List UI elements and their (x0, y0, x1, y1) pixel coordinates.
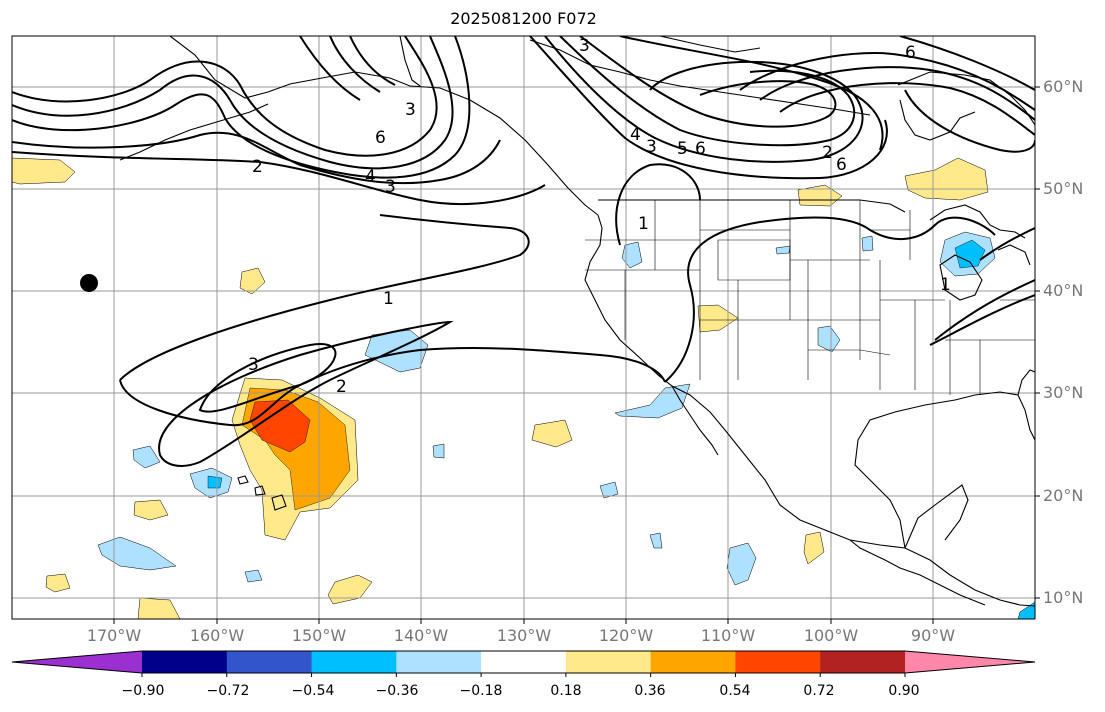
colorbar-tick-label: 0.36 (634, 683, 666, 699)
fill-positive-region (239, 267, 266, 295)
contour-label: 6 (905, 43, 916, 63)
map-title: 2025081200 F072 (450, 9, 597, 28)
contour-label: 6 (836, 155, 847, 175)
colorbar-tick-label: −0.36 (375, 683, 419, 699)
colorbar-tick-label: −0.90 (121, 683, 165, 699)
contour-label: 6 (695, 139, 706, 159)
colorbar-segment (12, 651, 142, 673)
lon-label: 90°W (910, 626, 956, 645)
contour-label: 2 (252, 157, 263, 177)
colorbar-tick-label: 0.72 (803, 683, 835, 699)
colorbar-segment (311, 651, 397, 673)
contour-label: 5 (677, 139, 688, 159)
fill-positive-region (12, 157, 76, 185)
lat-label: 60°N (1043, 77, 1084, 96)
fill-negative-region (621, 241, 643, 269)
colorbar-tick-label: 0.18 (550, 683, 582, 699)
lon-label: 100°W (803, 626, 859, 645)
graticule (12, 36, 1035, 619)
contour-label: 3 (405, 100, 416, 120)
fill-positive-region (803, 531, 825, 565)
lon-ticks (113, 619, 934, 624)
fill-negative-region (599, 481, 619, 499)
fill-negative-region (861, 235, 874, 252)
fill-negative-region (97, 536, 177, 571)
lon-label: 130°W (496, 626, 552, 645)
coastlines (119, 36, 1035, 607)
contour-label: 4 (630, 125, 641, 145)
colorbar-segment (735, 651, 821, 673)
fill-negative-region (132, 445, 161, 469)
contour-label: 3 (579, 36, 590, 56)
state-borders (585, 200, 1035, 395)
contour-label: 3 (646, 137, 657, 157)
contour-label: 1 (940, 275, 951, 295)
lon-label: 150°W (291, 626, 347, 645)
lat-label: 10°N (1043, 588, 1084, 607)
lon-label: 110°W (700, 626, 756, 645)
fill-positive-region (531, 419, 573, 448)
colorbar-tick-label: 0.54 (719, 683, 751, 699)
colorbar-segment (226, 651, 313, 673)
contour-label: 3 (248, 355, 259, 375)
contour-label: 2 (822, 143, 833, 163)
fill-positive-region (133, 499, 169, 521)
fill-negative-region (432, 443, 445, 459)
colorbar-tick-label: −0.18 (459, 683, 503, 699)
contour-label: 6 (375, 128, 386, 148)
contour-label: 4 (365, 167, 376, 187)
fill-negative-region (817, 325, 841, 353)
colorbar-segment (650, 651, 736, 673)
colorbar-segment (396, 651, 482, 673)
fill-negative-region (244, 569, 263, 583)
colorbar-segment (481, 651, 567, 673)
colorbar-segment (565, 651, 652, 673)
colorbar-segment (820, 651, 906, 673)
contour-label: 1 (383, 289, 394, 309)
colorbar-tick-label: −0.72 (206, 683, 250, 699)
contour-labels: 3 6 3 6 2 4 3 4 3 5 6 2 6 1 1 1 3 2 (248, 36, 951, 397)
lon-label: 120°W (598, 626, 654, 645)
lat-label: 20°N (1043, 486, 1084, 505)
fill-negative-region (726, 542, 757, 586)
lat-label: 50°N (1043, 179, 1084, 198)
lat-ticks (1035, 86, 1040, 599)
lon-label: 160°W (189, 626, 245, 645)
lon-label: 170°W (86, 626, 142, 645)
fill-positive-region (137, 597, 181, 619)
contour-label: 2 (336, 377, 347, 397)
fill-negative-region (775, 245, 791, 255)
contour-label: 3 (385, 177, 396, 197)
colorbar (11, 650, 1036, 677)
contours (12, 36, 1035, 467)
lon-label: 140°W (393, 626, 449, 645)
colorbar-segment (905, 651, 1035, 673)
lat-label: 40°N (1043, 281, 1084, 300)
fill-negative-region (649, 532, 663, 549)
colorbar-tick-label: −0.54 (291, 683, 335, 699)
colorbar-segment (142, 651, 228, 673)
contour-label: 1 (638, 214, 649, 234)
fill-positive-region (45, 573, 71, 593)
colorbar-tick-label: 0.90 (888, 683, 920, 699)
station-marker (80, 274, 98, 292)
lat-label: 30°N (1043, 383, 1084, 402)
fill-negative-region (207, 475, 223, 489)
